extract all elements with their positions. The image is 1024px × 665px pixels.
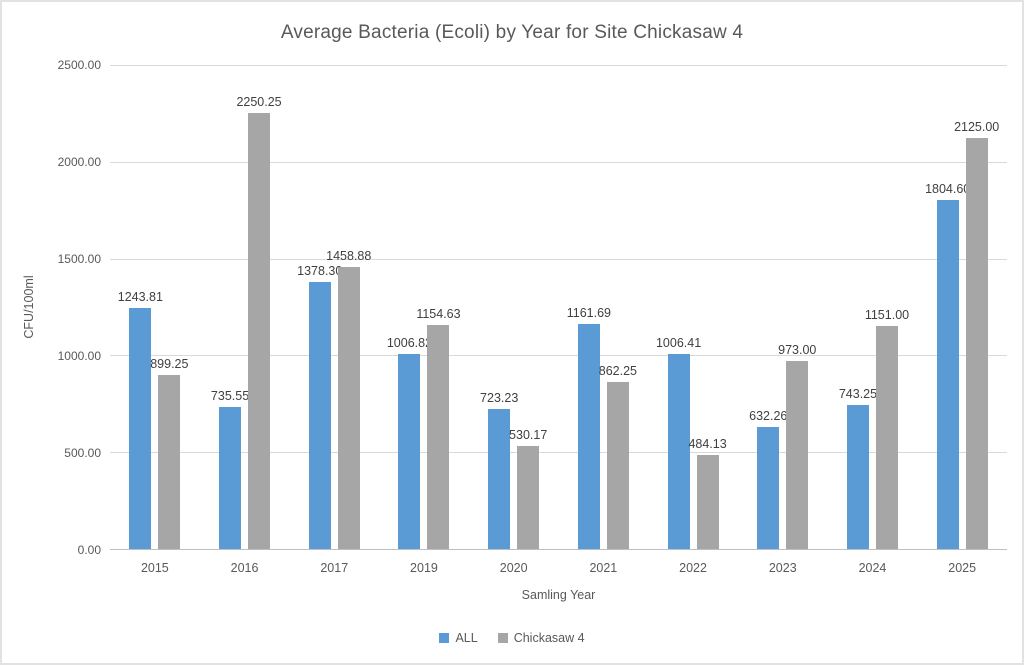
bar-group-2023: 632.26 973.00: [738, 65, 828, 549]
legend-swatch-chickasaw-4: [497, 633, 508, 643]
bar-value-label: 1006.82: [386, 336, 433, 351]
category-label-2024: 2024: [858, 561, 887, 575]
legend-swatch-all: [439, 633, 450, 643]
bar-value-label: 743.25: [838, 387, 878, 402]
bar-chickasaw-4-2023: 973.00: [778, 343, 816, 549]
bar-group-2021: 1161.69 862.25: [559, 65, 649, 549]
grid-line: [110, 65, 1007, 66]
category-label-2022: 2022: [679, 561, 707, 575]
legend-item-chickasaw-4: Chickasaw 4: [497, 631, 585, 645]
grid-line: [110, 452, 1007, 454]
bar-group-2025: 1804.60 2125.00: [917, 65, 1007, 549]
bar-value-label: 530.17: [509, 428, 548, 443]
bar-all-2021: 1161.69: [567, 306, 611, 549]
category-label-2015: 2015: [140, 561, 169, 575]
bar-group-2024: 743.25 1151.00: [828, 65, 918, 549]
bar-all-2016: 735.55: [211, 389, 249, 549]
bar-chickasaw-4-2016: 2250.25: [236, 95, 282, 549]
chart-title: Average Bacteria (Ecoli) by Year for Sit…: [280, 22, 744, 43]
y-tick-label: 500.00: [64, 446, 101, 460]
bar-value-label: 632.26: [749, 408, 788, 423]
bar-all-2023: 632.26: [749, 409, 787, 549]
bar-value-label: 1458.88: [326, 248, 372, 263]
bar-value-label: 862.25: [598, 364, 637, 379]
bar-chickasaw-4-2020: 530.17: [509, 428, 547, 549]
bar-value-label: 1151.00: [864, 308, 910, 323]
y-tick-label: 0.00: [77, 543, 101, 557]
y-axis-title: CFU/100ml: [22, 275, 36, 339]
bar-chickasaw-4-2019: 1154.63: [416, 307, 461, 549]
chart-legend: ALL Chickasaw 4: [2, 631, 1022, 645]
bar-chickasaw-4-2015: 899.25: [150, 357, 188, 549]
bar-all-2020: 723.23: [480, 391, 518, 549]
bar-group-2019: 1006.82 1154.63: [379, 65, 469, 549]
bar-value-label: 973.00: [778, 342, 817, 357]
y-axis-tick-labels: 0.00 500.00 1000.00 1500.00 2000.00 2500.00: [2, 58, 101, 557]
category-label-2016: 2016: [230, 561, 259, 575]
bar-all-2022: 1006.41: [656, 336, 701, 549]
bar-value-label: 1804.60: [925, 181, 971, 196]
x-axis-category-labels: 2015 2016 2017 2019 2020 2021 2022 2023 2024 2025: [110, 561, 1007, 575]
bar-chickasaw-4-2025: 2125.00: [954, 120, 999, 549]
y-tick-label: 2000.00: [57, 155, 101, 169]
bar-value-label: 723.23: [480, 390, 519, 405]
bar-chickasaw-4-2024: 1151.00: [865, 308, 909, 549]
bar-all-2015: 1243.81: [118, 290, 163, 549]
bar-value-label: 735.55: [210, 388, 250, 403]
category-label-2025: 2025: [948, 561, 977, 575]
bar-value-label: 2250.25: [236, 95, 282, 110]
bar-group-2020: 723.23 530.17: [469, 65, 559, 549]
category-label-2021: 2021: [589, 561, 618, 575]
category-label-2023: 2023: [768, 561, 797, 575]
bar-chickasaw-4-2022: 484.13: [688, 437, 727, 549]
bar-value-label: 2125.00: [954, 119, 1000, 134]
category-label-2020: 2020: [499, 561, 528, 575]
bar-all-2017: 1378.30: [297, 264, 342, 549]
bar-value-label: 484.13: [688, 437, 727, 452]
bar-value-label: 899.25: [150, 356, 189, 371]
bar-group-2022: 1006.41 484.13: [648, 65, 738, 549]
bar-chickasaw-4-2021: 862.25: [599, 364, 637, 549]
category-label-2019: 2019: [410, 561, 438, 575]
category-label-2017: 2017: [320, 561, 349, 575]
bar-group-2016: 735.55 2250.25: [200, 65, 290, 549]
bar-value-label: 1378.30: [297, 264, 343, 279]
bar-value-label: 1006.41: [655, 336, 702, 351]
bar-group-2017: 1378.30 1458.88: [289, 65, 379, 549]
grid-line: [110, 161, 1007, 163]
y-tick-label: 1000.00: [57, 349, 101, 363]
y-tick-label: 2500.00: [57, 58, 101, 72]
legend-label: Chickasaw 4: [513, 631, 585, 645]
x-axis-title: Samling Year: [521, 588, 596, 602]
bar-chickasaw-4-2017: 1458.88: [326, 249, 371, 549]
bar-value-label: 1243.81: [117, 290, 163, 305]
bar-all-2025: 1804.60: [925, 182, 970, 549]
grid-line: [110, 258, 1007, 260]
plot-area: 1243.81 899.25 735.55 2250.25 1378.30 1458.88…: [110, 65, 1007, 550]
y-tick-label: 1500.00: [57, 252, 101, 266]
bar-all-2019: 1006.82: [387, 336, 432, 549]
legend-item-all: ALL: [439, 631, 478, 645]
bar-value-label: 1154.63: [416, 307, 461, 322]
legend-label: ALL: [455, 631, 478, 645]
bar-value-label: 1161.69: [566, 306, 611, 321]
bar-group-2015: 1243.81 899.25: [110, 65, 200, 549]
bar-all-2024: 743.25: [839, 387, 877, 549]
grid-line: [110, 355, 1007, 357]
bars-layer: 1243.81 899.25 735.55 2250.25 1378.30 1458.88…: [110, 65, 1007, 549]
